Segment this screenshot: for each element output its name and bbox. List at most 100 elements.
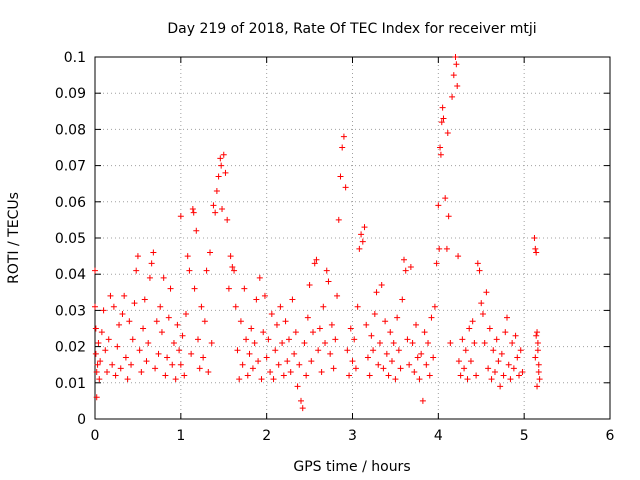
data-point — [241, 285, 248, 292]
data-point — [169, 361, 176, 368]
data-point — [129, 336, 136, 343]
data-point — [138, 368, 145, 375]
data-point — [93, 368, 100, 375]
data-point — [368, 332, 375, 339]
data-point — [443, 245, 450, 252]
data-point — [272, 347, 279, 354]
data-point — [473, 372, 480, 379]
data-point — [140, 325, 147, 332]
data-point — [450, 72, 457, 79]
data-point — [232, 303, 239, 310]
data-point — [201, 318, 208, 325]
data-point — [534, 347, 541, 354]
data-point — [213, 187, 220, 194]
data-point — [107, 292, 114, 299]
data-point — [285, 336, 292, 343]
data-point — [112, 372, 119, 379]
data-point — [479, 311, 486, 318]
data-point — [356, 245, 363, 252]
data-point — [380, 365, 387, 372]
data-point — [495, 358, 502, 365]
data-point — [486, 325, 493, 332]
data-point — [464, 376, 471, 383]
y-tick-label: 0.06 — [55, 195, 86, 211]
data-point — [207, 249, 214, 256]
data-point — [287, 368, 294, 375]
data-point — [157, 303, 164, 310]
data-point — [229, 263, 236, 270]
data-point — [255, 358, 262, 365]
data-point — [93, 394, 100, 401]
data-point — [256, 274, 263, 281]
data-point — [461, 365, 468, 372]
data-point — [340, 133, 347, 140]
data-point — [442, 195, 449, 202]
data-point — [176, 347, 183, 354]
data-point — [459, 336, 466, 343]
data-point — [94, 361, 101, 368]
data-point — [92, 325, 99, 332]
data-point — [131, 300, 138, 307]
data-point — [236, 376, 243, 383]
data-point — [92, 267, 98, 274]
data-point — [323, 267, 330, 274]
data-point — [170, 339, 177, 346]
data-point — [488, 376, 495, 383]
data-point — [330, 365, 337, 372]
data-point — [516, 372, 523, 379]
data-point — [231, 267, 238, 274]
x-axis-label: GPS time / hours — [293, 459, 410, 475]
data-point — [301, 339, 308, 346]
data-point — [172, 376, 179, 383]
data-point — [124, 376, 131, 383]
data-point — [292, 329, 299, 336]
data-point — [102, 347, 109, 354]
data-point — [260, 329, 267, 336]
data-point — [110, 303, 117, 310]
data-point — [328, 321, 335, 328]
data-point — [385, 372, 392, 379]
data-point — [436, 245, 443, 252]
data-point — [359, 238, 366, 245]
data-point — [453, 61, 460, 68]
data-point — [117, 365, 124, 372]
data-point — [200, 354, 207, 361]
data-point — [500, 372, 507, 379]
data-point — [514, 354, 521, 361]
data-point — [291, 350, 298, 357]
y-tick-label: 0.07 — [55, 159, 86, 175]
data-point — [177, 361, 184, 368]
data-point — [121, 292, 128, 299]
data-point — [267, 368, 274, 375]
data-point — [383, 350, 390, 357]
x-tick-label: 5 — [520, 428, 529, 444]
data-point — [128, 361, 135, 368]
data-point — [114, 343, 121, 350]
data-point — [535, 361, 542, 368]
data-point — [203, 267, 210, 274]
grid-lines — [95, 57, 610, 419]
data-point — [145, 339, 152, 346]
data-point — [394, 314, 401, 321]
data-point — [505, 361, 512, 368]
data-point — [218, 162, 225, 169]
data-point — [92, 350, 99, 357]
data-point — [95, 339, 102, 346]
data-point — [160, 274, 167, 281]
x-tick-label: 4 — [434, 428, 443, 444]
data-point — [395, 347, 402, 354]
data-point — [190, 209, 197, 216]
data-point — [462, 347, 469, 354]
data-point — [164, 354, 171, 361]
data-point — [263, 354, 270, 361]
data-point — [455, 253, 462, 260]
data-point — [388, 358, 395, 365]
data-point — [444, 130, 451, 137]
data-point — [182, 311, 189, 318]
data-point — [234, 347, 241, 354]
x-tick-label: 2 — [262, 428, 271, 444]
data-point — [481, 339, 488, 346]
data-point — [483, 289, 490, 296]
data-point — [387, 329, 394, 336]
